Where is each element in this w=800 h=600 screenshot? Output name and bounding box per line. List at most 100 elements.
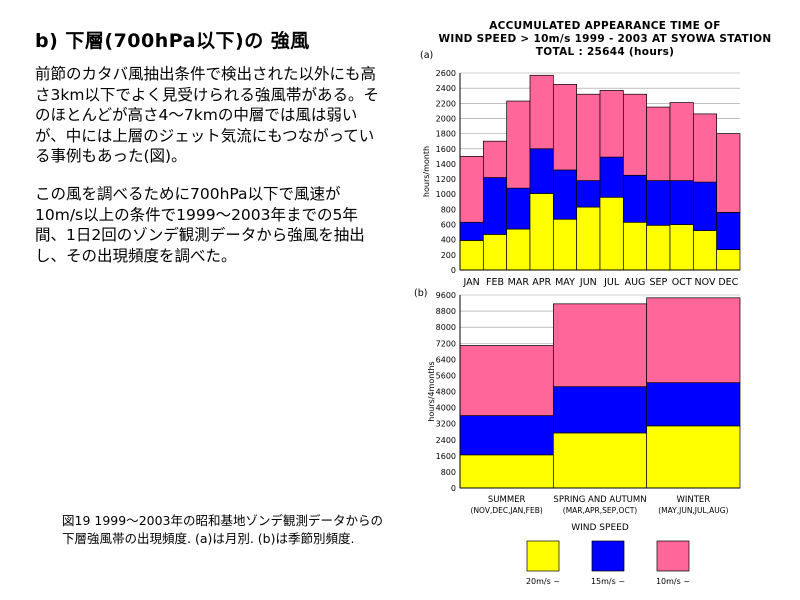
panel-a-y-tick-label: 2600 — [436, 69, 456, 78]
legend-swatch — [526, 540, 560, 572]
legend-swatch — [591, 540, 625, 572]
legend-label: 10m/s ~ — [656, 577, 690, 586]
panel-a-category-label: DEC — [718, 277, 738, 288]
panel-a-bar-segment — [599, 196, 624, 271]
panel-a-category-label: FEB — [486, 277, 504, 288]
panel-a-bar-segment — [529, 193, 554, 271]
panel-a-bar-segment — [646, 224, 671, 271]
panel-a-bar-segment — [646, 106, 671, 181]
panel-a-category-label: SEP — [649, 277, 667, 288]
panel-b-category-label: WINTER — [676, 495, 710, 505]
body-paragraph-1: 前節のカタバ風抽出条件で検出された以外にも高さ3km以下でよく見受けられる強風帯… — [35, 65, 379, 165]
panel-a-bar-segment — [552, 169, 578, 220]
panel-b-category-sublabel: (MAY,JUN,JUL,AUG) — [658, 506, 728, 515]
panel-a-bar-segment — [716, 249, 741, 271]
panel-a-bar-segment — [669, 102, 694, 181]
panel-b-y-tick-label: 8000 — [436, 323, 456, 332]
panel-a-bar-segment — [622, 221, 648, 271]
panel-b-label: (b) — [414, 288, 427, 299]
panel-a-bar-segment — [529, 148, 554, 194]
panel-a-y-tick-label: 1800 — [436, 130, 456, 139]
panel-a-category-label: JAN — [463, 277, 480, 288]
panel-a-bar-segment — [692, 181, 718, 231]
section-heading: b) 下層(700hPa以下)の 強風 — [35, 30, 310, 52]
chart-title-line-3: TOTAL : 25644 (hours) — [535, 46, 675, 58]
panel-a-bar-segment — [459, 155, 484, 223]
panel-b-category-sublabel: (NOV,DEC,JAN,FEB) — [471, 506, 543, 515]
panel-b-category-label: SPRING AND AUTUMN — [553, 495, 646, 505]
panel-a-bar-segment — [576, 206, 601, 271]
panel-b-y-tick-label: 9600 — [436, 291, 456, 300]
panel-b-bar-segment — [459, 454, 554, 489]
panel-b-bar-segment — [552, 303, 648, 388]
panel-a-bar-segment — [529, 74, 554, 150]
panel-a-bar-segment — [506, 187, 531, 230]
panel-a-y-axis-label: hours/month — [422, 146, 431, 197]
chart-title-line-2: WIND SPEED > 10m/s 1999 - 2003 AT SYOWA … — [438, 33, 772, 45]
panel-a-bar-segment — [459, 221, 484, 241]
panel-a-bar-segment — [716, 133, 741, 213]
panel-a-category-label: APR — [532, 277, 551, 288]
panel-a-y-tick-label: 1400 — [436, 160, 456, 169]
figure-caption: 図19 1999～2003年の昭和基地ゾンデ観測データからの下層強風帯の出現頻度… — [62, 513, 384, 546]
panel-a-y-tick-label: 0 — [451, 266, 456, 275]
panel-a-bar-segment — [482, 234, 508, 271]
panel-a-y-tick-label: 2200 — [436, 99, 456, 108]
panel-b-bar-segment — [459, 345, 554, 416]
panel-b-bar-segment — [646, 297, 741, 384]
panel-b-bar-segment — [459, 415, 554, 456]
panel-b-category-label: SUMMER — [488, 495, 526, 505]
panel-b-y-axis-label: hours/4months — [427, 361, 436, 421]
panel-a-category-label: AUG — [625, 277, 646, 288]
panel-a-bar-segment — [599, 156, 624, 198]
panel-a-category-label: MAR — [508, 277, 530, 288]
panel-a-bar-segment — [599, 90, 624, 158]
panel-b-y-tick-label: 1600 — [436, 452, 456, 461]
panel-a-bar-segment — [692, 230, 718, 271]
panel-a-bar-segment — [576, 93, 601, 181]
panel-a-category-label: OCT — [672, 277, 692, 288]
panel-a-bar-segment — [506, 100, 531, 189]
panel-b-bar-segment — [646, 425, 741, 489]
panel-a-bar-segment — [646, 180, 671, 226]
panel-a-category-label: MAY — [555, 277, 575, 288]
panel-a-y-tick-label: 200 — [441, 251, 456, 260]
panel-b-y-tick-label: 3200 — [436, 420, 456, 429]
legend-swatch — [656, 540, 690, 572]
panel-a-bar-segment — [716, 212, 741, 250]
panel-a-bar-segment — [482, 177, 508, 235]
panel-a-bar-segment — [482, 140, 508, 178]
panel-a-bar-segment — [552, 218, 578, 271]
panel-a-bar-segment — [576, 180, 601, 208]
panel-a-y-tick-label: 600 — [441, 221, 456, 230]
panel-b-bar-segment — [552, 386, 648, 434]
panel-b-category-sublabel: (MAR,APR,SEP,OCT) — [563, 506, 637, 515]
panel-b-y-tick-label: 6400 — [436, 355, 456, 364]
panel-a-bar-segment — [669, 224, 694, 271]
panel-a-bar-segment — [552, 84, 578, 171]
panel-b-y-tick-label: 4800 — [436, 388, 456, 397]
chart-title-line-1: ACCUMULATED APPEARANCE TIME OF — [489, 20, 721, 32]
panel-a-y-tick-label: 2000 — [436, 114, 456, 123]
panel-b-y-tick-label: 4000 — [436, 404, 456, 413]
panel-b-y-tick-label: 0 — [451, 484, 456, 493]
panel-b-bar-segment — [646, 382, 741, 427]
panel-a-bar-segment — [459, 240, 484, 271]
panel-b-y-tick-label: 2400 — [436, 436, 456, 445]
panel-a-category-label: JUN — [579, 277, 597, 288]
panel-b-y-tick-label: 8800 — [436, 307, 456, 316]
legend-label: 15m/s ~ — [591, 577, 625, 586]
panel-a-category-label: JUL — [603, 277, 620, 288]
panel-a-y-tick-label: 400 — [441, 236, 456, 245]
body-paragraph-2: この風を調べるために700hPa以下で風速が10m/s以上の条件で1999～20… — [35, 185, 365, 265]
panel-a-bar-segment — [669, 180, 694, 225]
panel-a-bar-segment — [622, 93, 648, 176]
panel-a-y-tick-label: 1200 — [436, 175, 456, 184]
panel-b-y-tick-label: 5600 — [436, 371, 456, 380]
panel-b-y-tick-label: 7200 — [436, 339, 456, 348]
panel-a-bar-segment — [622, 174, 648, 223]
panel-a-category-label: NOV — [695, 277, 716, 288]
panel-a-label: (a) — [420, 50, 433, 61]
legend-title: WIND SPEED — [571, 523, 629, 533]
